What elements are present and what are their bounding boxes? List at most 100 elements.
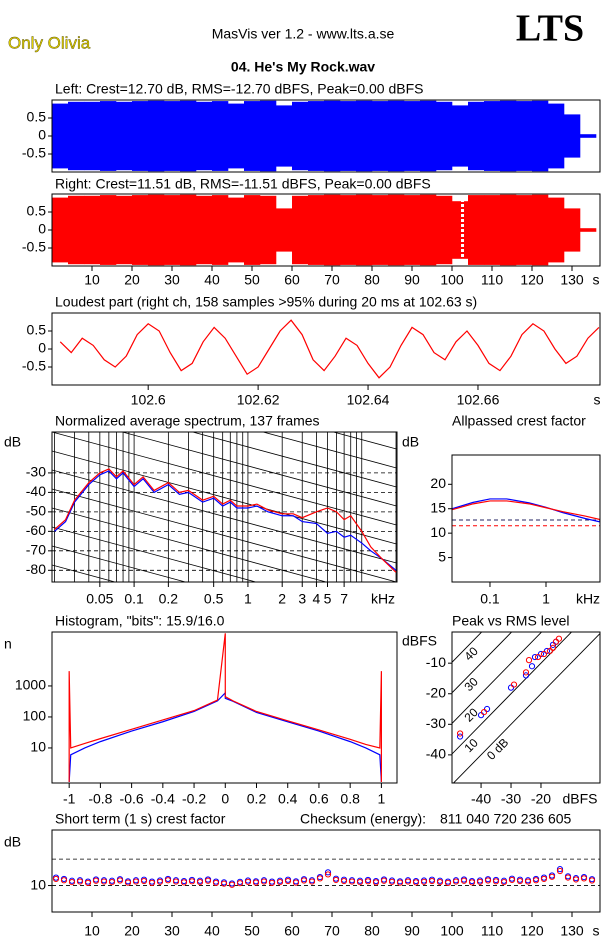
point [252,879,260,886]
y-tick-label: 15 [430,499,446,515]
series-line [59,319,600,379]
waveform-segment [68,195,85,265]
x-tick-label: 2 [278,591,286,607]
point [540,650,548,658]
waveform-segment [548,103,565,169]
waveform-segment [84,101,101,171]
waveform-segment [548,197,565,263]
x-tick-label: 0.4 [278,791,298,807]
waveform-segment [404,195,421,265]
waveform-segment [228,103,245,169]
x-tick-label: -1 [63,791,76,807]
point [500,879,508,886]
x-unit: kHz [371,591,395,607]
point [555,635,563,642]
point [380,877,388,884]
series-line [54,470,397,571]
x-tick-label: -40 [471,791,491,807]
x-tick-label: 20 [124,923,140,939]
point [108,879,116,886]
crest-line [452,632,483,663]
waveform-segment [244,101,261,171]
point [540,875,548,883]
y-tick-label: -80 [26,561,46,577]
reference-slope [52,432,397,526]
y-tick-label: 0 [38,127,46,143]
waveform-segment [516,101,533,171]
x-tick-label: 102.66 [457,392,500,408]
y-tick-label: 0.5 [27,109,47,125]
point [388,878,396,885]
x-unit: dBFS [562,791,597,807]
point [188,878,196,885]
point [508,876,516,884]
point [556,867,564,875]
app-title: MasVis ver 1.2 - www.lts.a.se [212,26,395,42]
x-tick-label: -30 [501,791,521,807]
point [549,644,557,651]
reference-slope [261,432,397,469]
x-tick-label: -0.8 [88,791,112,807]
point [172,878,180,885]
x-tick-label: -20 [531,791,551,807]
point [220,880,228,887]
x-tick-label: 5 [324,591,332,607]
waveform-segment [484,101,501,171]
point [196,879,204,886]
x-tick-label: 102.62 [237,392,280,408]
waveform-segment [580,228,597,232]
point [548,873,556,880]
point [534,653,542,661]
plot-frame [51,193,601,267]
x-tick-label: 120 [520,923,544,939]
x-tick-label: 0.1 [124,591,144,607]
waveform-segment [244,195,261,265]
point [468,879,476,886]
point [284,877,292,885]
y-tick-label: 10 [30,739,46,755]
point [180,879,188,886]
point [452,878,460,885]
x-tick-label: 0.2 [159,591,179,607]
waveform-segment [228,197,245,263]
waveform-segment [276,105,293,167]
x-tick-label: 40 [204,272,220,288]
point [316,875,324,882]
point [60,877,68,884]
x-tick-label: 130 [560,923,584,939]
x-tick-label: 1 [542,591,550,607]
x-tick-label: 30 [164,272,180,288]
panel-title: Allpassed crest factor [452,413,586,429]
point [148,879,156,887]
point [556,866,564,873]
x-tick-label: 0.05 [86,591,113,607]
point [52,875,60,883]
waveform-segment [148,194,165,266]
panel-title: Short term (1 s) crest factor [55,811,226,827]
plot-area [52,194,597,266]
point [516,877,524,885]
y-tick-label: -0.5 [22,358,46,374]
point [564,874,572,881]
x-tick-label: -0.4 [151,791,175,807]
point [531,653,539,661]
x-tick-label: -0.2 [182,791,206,807]
x-tick-label: 1 [244,591,252,607]
x-tick-label: 102.64 [347,392,390,408]
point [100,878,108,885]
reference-slope [331,432,397,450]
point [480,708,488,716]
waveform-segment [468,195,485,265]
y-tick-label: 20 [430,475,446,491]
y-tick-label: 100 [23,708,47,724]
point [484,877,492,884]
x-unit: s [594,392,601,408]
point [396,879,404,886]
waveform-segment [260,195,277,265]
point [340,877,348,885]
y-tick-label: -0.5 [22,145,46,161]
waveform-segment [148,100,165,172]
plot-area [52,858,600,912]
point [460,877,468,884]
